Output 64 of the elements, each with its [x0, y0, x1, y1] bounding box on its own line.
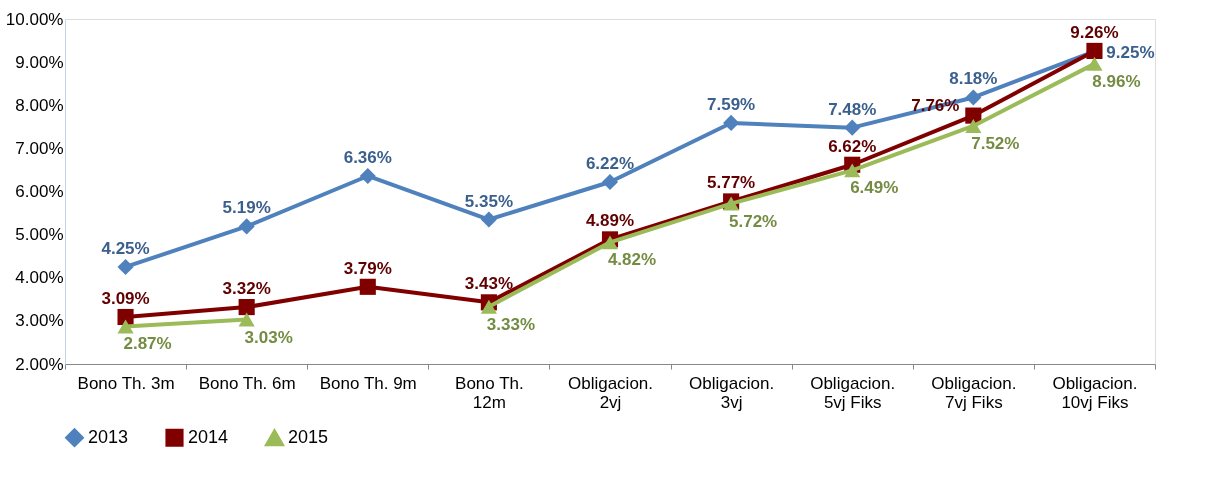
point: [965, 89, 982, 106]
data-label: 6.36%: [343, 147, 392, 167]
point: [480, 299, 497, 314]
legend-label: 2014: [188, 426, 229, 447]
data-label: 5.19%: [222, 198, 271, 218]
x-tick-label: Obligacion. 10vj Fiks: [1052, 373, 1138, 412]
point: [238, 312, 255, 327]
y-tick-label: 5.00%: [15, 225, 64, 245]
data-label: 9.25%: [1106, 43, 1155, 63]
x-tick-label: Obligacion. 5vj Fiks: [810, 373, 896, 412]
point: [238, 218, 255, 235]
data-label: 4.25%: [101, 238, 150, 258]
x-tick-label: Bono Th. 9m: [319, 373, 417, 393]
data-label: 5.77%: [707, 173, 756, 193]
data-label: 4.82%: [607, 250, 657, 270]
data-label: 6.49%: [850, 178, 899, 198]
data-label: 6.62%: [828, 136, 877, 156]
data-label: 2.87%: [123, 334, 172, 354]
x-tick-label: Bono Th. 12m: [455, 373, 524, 412]
data-label: 3.09%: [101, 288, 150, 308]
y-tick-label: 2.00%: [15, 354, 64, 374]
data-label: 6.22%: [585, 154, 635, 174]
data-label: 7.48%: [828, 99, 877, 119]
point: [480, 211, 497, 228]
data-label: 3.03%: [244, 327, 293, 347]
x-tick-label: Obligacion. 7vj Fiks: [931, 373, 1017, 412]
y-tick-label: 8.00%: [15, 95, 64, 115]
data-label: 7.52%: [971, 133, 1020, 153]
x-tick-label: Bono Th. 6m: [198, 373, 296, 393]
point: [601, 173, 619, 191]
point: [359, 278, 376, 295]
data-label: 3.32%: [222, 279, 271, 299]
y-tick-label: 9.00%: [15, 52, 64, 72]
legend-label: 2015: [288, 427, 329, 448]
point: [723, 114, 740, 131]
point: [844, 163, 861, 178]
legend-label: 2013: [88, 426, 129, 447]
point: [117, 308, 134, 326]
data-label: 5.72%: [729, 211, 778, 231]
data-label: 3.79%: [343, 258, 392, 278]
y-tick-label: 6.00%: [15, 182, 64, 201]
data-label: 3.43%: [464, 274, 513, 294]
data-label: 4.89%: [585, 211, 635, 231]
point: [117, 258, 134, 276]
point: [359, 167, 376, 185]
x-tick-label: Obligacion. 2vj: [567, 373, 654, 412]
point: [965, 118, 982, 133]
data-label: 8.96%: [1092, 71, 1141, 91]
data-label: 3.33%: [486, 314, 535, 334]
point: [844, 119, 861, 136]
point: [117, 319, 134, 334]
point: [1086, 56, 1103, 71]
x-tick-label: Obligacion. 3vj: [689, 373, 775, 412]
x-tick-label: Bono Th. 3m: [77, 373, 175, 393]
data-label: 5.35%: [464, 191, 513, 211]
data-label: 7.59%: [707, 94, 756, 114]
data-label: 9.26%: [1070, 22, 1119, 42]
y-tick-label: 4.00%: [15, 268, 64, 288]
y-tick-label: 10.00%: [5, 9, 64, 29]
y-tick-label: 3.00%: [15, 311, 64, 331]
point: [601, 235, 619, 250]
point: [238, 299, 255, 316]
y-tick-label: 7.00%: [15, 138, 64, 158]
data-label: 8.18%: [949, 69, 998, 89]
